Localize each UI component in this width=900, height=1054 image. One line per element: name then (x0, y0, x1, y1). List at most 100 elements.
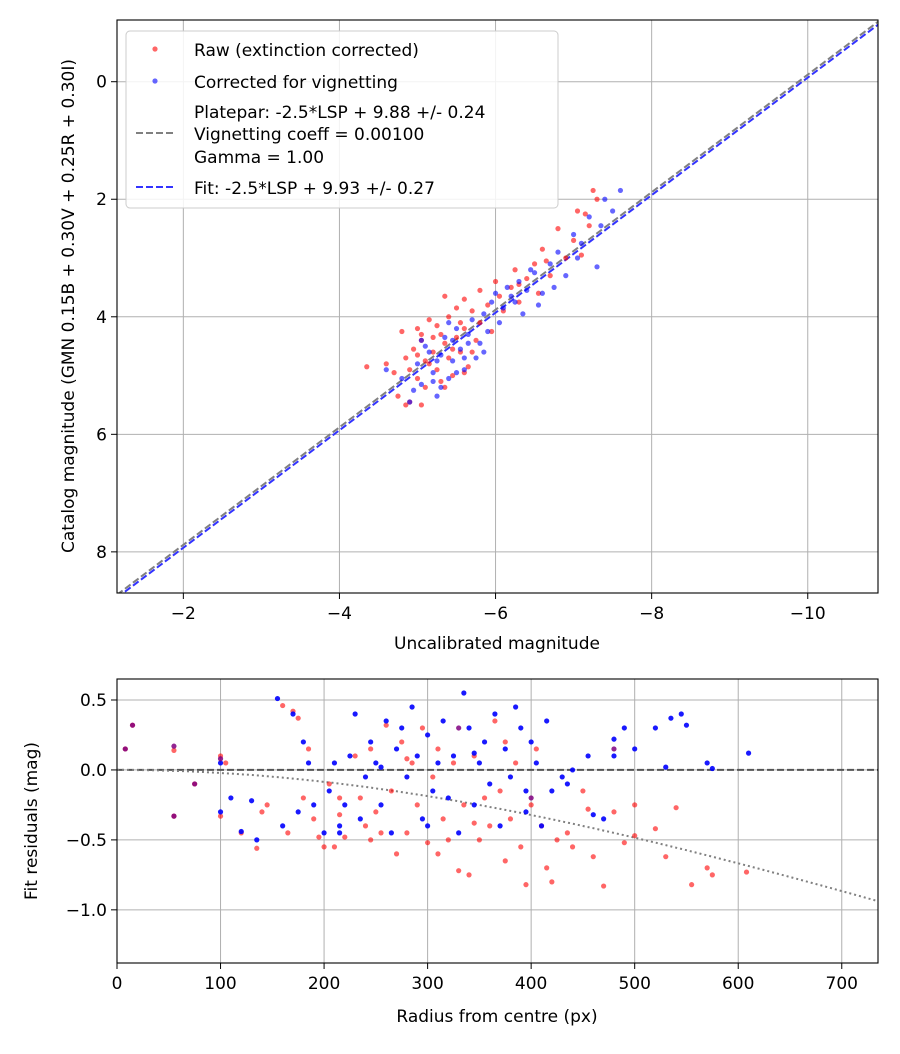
corrected-point (504, 284, 510, 290)
corrected-point (442, 334, 448, 340)
corrected-point (469, 317, 475, 323)
x-tick-label: 300 (411, 974, 443, 994)
corrected-residual-point (544, 718, 550, 724)
raw-residual-point (285, 830, 291, 836)
legend-fit-label: Fit: -2.5*LSP + 9.93 +/- 0.27 (194, 179, 435, 199)
corrected-residual-point (559, 774, 565, 780)
corrected-point (383, 367, 389, 373)
legend-raw-marker (152, 46, 158, 52)
y-tick-label: 8 (96, 543, 107, 563)
corrected-point (539, 290, 545, 296)
corrected-point (528, 267, 534, 273)
raw-residual-point (466, 872, 472, 878)
raw-residual-point (621, 840, 627, 846)
raw-point (422, 358, 428, 364)
vignetting-curve (117, 768, 878, 903)
raw-point (426, 361, 432, 367)
raw-residual-point (709, 872, 715, 878)
corrected-residual-point (399, 725, 405, 731)
raw-point (418, 402, 424, 408)
raw-point (461, 325, 467, 332)
raw-residual-point (445, 837, 451, 843)
legend: Raw (extinction corrected) Corrected for… (125, 30, 559, 209)
bottom-x-axis-label: Radius from centre (px) (396, 1007, 597, 1027)
corrected-residual-point (425, 823, 431, 829)
raw-point (395, 393, 401, 399)
corrected-point (574, 255, 581, 261)
corrected-point (547, 261, 553, 267)
corrected-point (496, 320, 503, 326)
raw-point (434, 323, 440, 329)
raw-point (399, 328, 405, 335)
corrected-point (555, 249, 561, 255)
corrected-point (492, 290, 499, 296)
y-tick-label: 0.5 (80, 691, 107, 711)
raw-residual-point (513, 760, 519, 766)
corrected-residual-point (492, 711, 498, 717)
raw-point (414, 375, 421, 382)
corrected-point (535, 302, 542, 308)
corrected-residual-point (393, 746, 400, 752)
x-tick-label: 100 (204, 974, 236, 994)
corrected-point (465, 340, 471, 346)
corrected-residual-point (590, 812, 596, 818)
raw-point (543, 258, 549, 264)
x-tick-label: 500 (618, 974, 650, 994)
raw-residual-point (357, 795, 363, 801)
raw-residual-point (476, 837, 482, 843)
raw-residual-point (399, 739, 405, 745)
raw-point (473, 337, 479, 343)
fit-line (121, 23, 878, 593)
corrected-point (531, 270, 538, 276)
raw-residual-point (352, 753, 358, 759)
legend-box (125, 30, 559, 209)
raw-point (539, 246, 545, 252)
corrected-residual-point (471, 750, 477, 756)
corrected-residual-point (274, 695, 281, 702)
corrected-residual-point (290, 711, 296, 717)
corrected-point (524, 287, 530, 293)
corrected-residual-point (347, 753, 353, 759)
corrected-residual-point (321, 830, 327, 836)
raw-residual-point (378, 830, 384, 836)
raw-residual-point (393, 851, 400, 857)
corrected-residual-point (481, 739, 488, 745)
raw-point (418, 331, 424, 338)
raw-residual-point (564, 830, 570, 836)
raw-point (434, 367, 440, 373)
corrected-residual-point (435, 760, 441, 766)
corrected-residual-point (368, 739, 374, 745)
raw-residual-point (601, 883, 607, 889)
raw-point (383, 361, 389, 367)
raw-point (414, 352, 421, 358)
corrected-residual-point (611, 736, 617, 742)
raw-residual-point (362, 823, 369, 829)
overlap-residual-point (528, 795, 534, 801)
raw-point (450, 372, 456, 379)
raw-point (485, 302, 491, 308)
corrected-point (500, 305, 506, 311)
raw-residual-point (492, 718, 498, 724)
corrected-residual-point (331, 760, 338, 766)
raw-residual-point (689, 882, 695, 888)
raw-residual-point (326, 781, 332, 787)
raw-residual-point (280, 702, 286, 709)
corrected-residual-point (352, 711, 358, 717)
raw-residual-point (337, 812, 343, 818)
corrected-point (586, 214, 592, 220)
corrected-point (422, 343, 428, 349)
corrected-residual-point (430, 788, 436, 794)
raw-point (446, 314, 452, 320)
corrected-residual-point (569, 767, 576, 773)
raw-residual-point (373, 809, 379, 815)
raw-residual-point (481, 795, 488, 801)
corrected-residual-point (414, 753, 420, 759)
corrected-residual-point (601, 816, 607, 822)
raw-point (594, 196, 600, 202)
raw-point (407, 367, 413, 373)
raw-residual-point (471, 820, 477, 826)
raw-residual-point (554, 837, 560, 843)
corrected-residual-point (311, 802, 317, 808)
raw-residual-point (404, 756, 410, 762)
